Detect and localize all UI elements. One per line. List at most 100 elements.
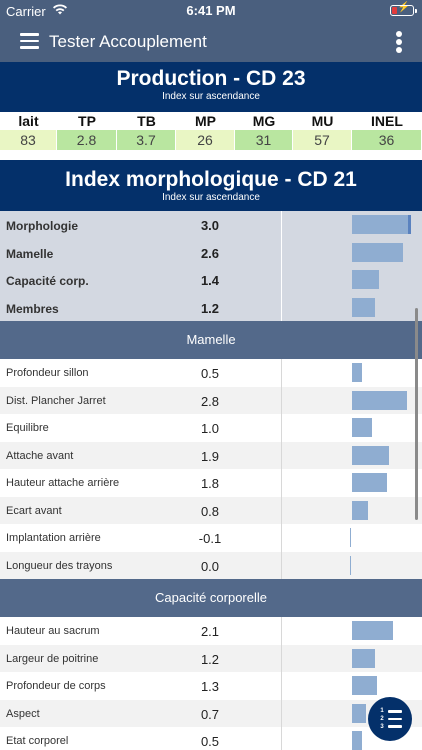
index-value: 1.2 [200,300,220,316]
section-header[interactable]: Mamelle [0,321,422,359]
page-title: Tester Accouplement [49,32,207,51]
index-label: Etat corporel [6,735,69,747]
production-table: lait TP TB MP MG MU INEL 83 2.8 3.7 26 31 57 36 [0,112,422,152]
index-label: Membres [6,301,59,316]
index-bar [352,731,362,750]
column-divider [281,496,282,524]
index-row[interactable]: Profondeur de corps 1.3 [0,672,422,700]
production-col-value: 31 [235,130,293,150]
index-label: Dist. Plancher Jarret [6,394,106,407]
production-banner: Production - CD 23 Index sur ascendance [0,62,422,112]
column-divider [281,414,282,442]
index-value: 1.8 [200,476,220,491]
column-divider [281,644,282,672]
index-value: 0.5 [200,734,220,749]
carrier-label: Carrier [6,4,46,19]
index-value: 3.0 [200,218,220,233]
column-divider [281,359,282,387]
production-col-header: INEL [371,113,403,129]
index-bar [352,215,411,234]
index-bar [352,621,393,640]
production-col-header: MG [252,113,276,129]
index-bar [352,473,387,492]
index-row[interactable]: Membres 1.2 [0,293,422,321]
index-value: 2.6 [200,245,220,261]
navigation-bar: Tester Accouplement [0,22,422,62]
index-row[interactable]: Aspect 0.7 [0,699,422,727]
index-row[interactable]: Ecart avant 0.8 [0,496,422,524]
production-col-header: MU [311,113,334,129]
production-col-value: 83 [0,130,57,150]
index-bar [352,500,368,520]
index-value: 2.8 [200,393,220,409]
column-divider [281,238,282,266]
index-row[interactable]: Largeur de poitrine 1.2 [0,644,422,672]
index-label: Largeur de poitrine [6,652,99,665]
index-label: Hauteur attache arrière [6,477,120,489]
morpho-subtitle: Index sur ascendance [162,192,260,203]
production-col-value: 57 [293,130,352,150]
index-label: Ecart avant [6,504,62,517]
index-bar [352,418,372,437]
index-bar [352,676,377,695]
index-value: 0.7 [200,706,220,722]
production-col-value: 26 [176,130,235,150]
column-divider [281,386,282,414]
column-divider [281,211,282,239]
list-numbers-icon: 1 2 3 [380,708,384,730]
index-label: Profondeur sillon [6,367,89,379]
index-value: 0.0 [200,558,220,574]
wifi-icon [53,4,67,15]
column-divider [281,672,282,700]
more-options-icon[interactable] [396,31,402,53]
index-value: -0.1 [198,531,222,546]
index-row[interactable]: Equilibre 1.0 [0,414,422,442]
index-bar [352,445,389,465]
index-row[interactable]: Mamelle 2.6 [0,238,422,266]
hamburger-menu-icon[interactable] [20,33,39,49]
index-bar [350,528,351,547]
index-label: Profondeur de corps [6,680,106,692]
production-col-header: lait [18,113,39,129]
index-bar [352,648,375,668]
index-label: Equilibre [6,422,49,434]
index-list[interactable]: Morphologie 3.0 Mamelle 2.6 Capacité corp. 1.… [0,211,422,750]
section-header[interactable]: Capacité corporelle [0,579,422,617]
index-value: 0.8 [200,503,220,519]
index-bar [352,242,403,262]
index-row[interactable]: Dist. Plancher Jarret 2.8 [0,386,422,414]
status-bar: Carrier 6:41 PM ⚡ [0,0,422,22]
index-value: 1.3 [200,679,220,694]
index-label: Longueur des trayons [6,559,113,572]
battery-icon [390,5,417,16]
index-row[interactable]: Morphologie 3.0 [0,211,422,239]
production-subtitle: Index sur ascendance [162,91,260,102]
index-row[interactable]: Hauteur attache arrière 1.8 [0,469,422,497]
index-row[interactable]: Etat corporel 0.5 [0,727,422,750]
index-bar [352,297,375,317]
index-bar [350,555,351,575]
index-value: 1.9 [200,448,220,464]
index-row[interactable]: Profondeur sillon 0.5 [0,359,422,387]
index-value: 2.1 [200,624,220,639]
production-col-value: 2.8 [57,130,117,150]
column-divider [281,699,282,727]
index-row[interactable]: Hauteur au sacrum 2.1 [0,617,422,645]
production-header-row: lait TP TB MP MG MU INEL [0,112,422,130]
index-value: 1.4 [200,273,220,288]
production-title: Production - CD 23 [116,67,306,90]
index-row[interactable]: Implantation arrière -0.1 [0,524,422,552]
numbered-list-button[interactable]: 1 2 3 [368,697,412,741]
charging-icon: ⚡ [397,2,410,13]
index-row[interactable]: Longueur des trayons 0.0 [0,551,422,579]
column-divider [281,617,282,645]
index-row[interactable]: Attache avant 1.9 [0,441,422,469]
column-divider [281,551,282,579]
index-bar [352,363,362,382]
column-divider [281,266,282,294]
index-label: Morphologie [6,219,78,233]
production-col-value: 3.7 [117,130,176,150]
index-bar [352,703,366,723]
scrollbar[interactable] [415,308,418,520]
index-row[interactable]: Capacité corp. 1.4 [0,266,422,294]
